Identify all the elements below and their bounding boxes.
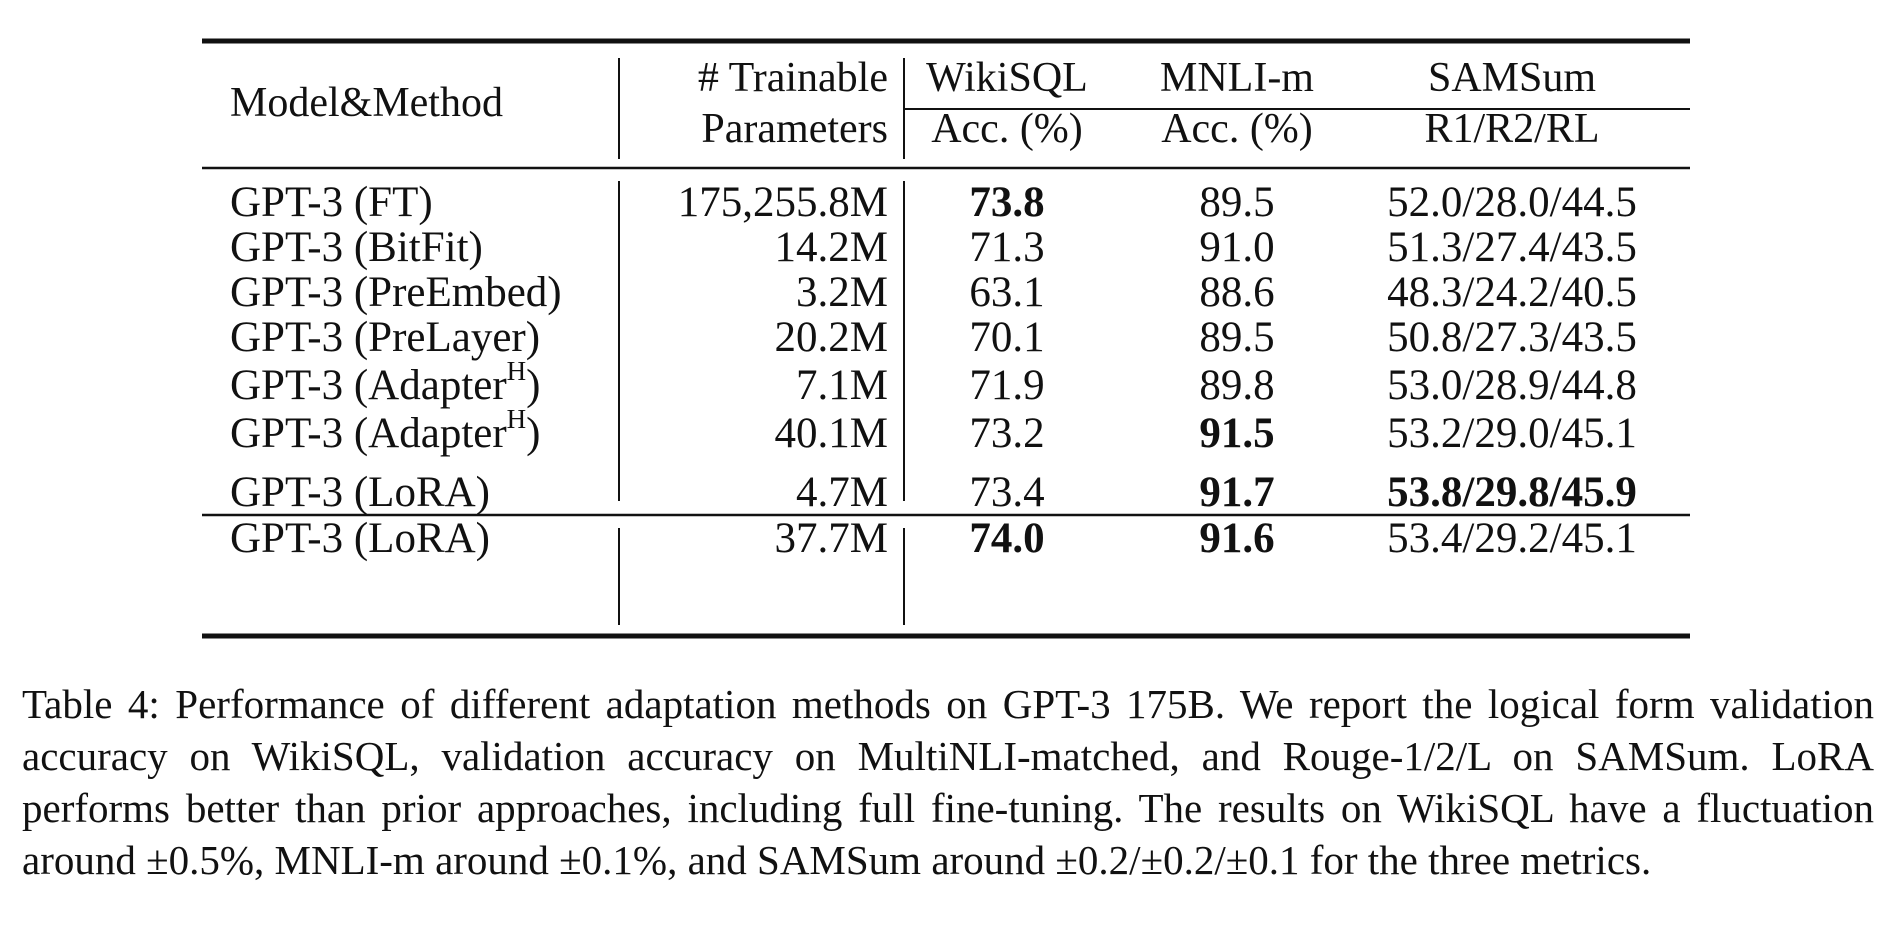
header-mnli-line2: Acc. (%) <box>1161 106 1313 152</box>
cell-params: 14.2M <box>774 224 888 271</box>
cell-model: GPT-3 (FT) <box>230 178 433 228</box>
cell-wikisql: 74.0 <box>969 515 1045 562</box>
results-table: Model&Method # Trainable Parameters Wiki… <box>202 38 1690 640</box>
cell-samsum: 53.8/29.8/45.9 <box>1387 469 1637 516</box>
model-name-tail: ) <box>526 362 541 409</box>
cell-wikisql: 71.9 <box>969 362 1045 409</box>
caption-text: Performance of different adaptation meth… <box>22 681 1875 883</box>
cell-samsum: 50.8/27.3/43.5 <box>1387 314 1637 361</box>
model-name-tail: ) <box>526 410 541 457</box>
cell-wikisql: 73.2 <box>969 410 1045 457</box>
table-rules <box>202 38 1690 639</box>
cell-wikisql: 63.1 <box>969 269 1045 316</box>
cell-wikisql: 71.3 <box>969 224 1045 271</box>
model-name: GPT-3 (LoRA) <box>230 515 490 562</box>
model-superscript: H <box>506 356 527 386</box>
cell-params: 20.2M <box>774 314 888 361</box>
cell-mnli: 88.6 <box>1199 269 1275 316</box>
cell-samsum: 51.3/27.4/43.5 <box>1387 224 1637 271</box>
cell-model: GPT-3 (BitFit) <box>230 223 483 273</box>
cell-mnli: 91.0 <box>1199 224 1275 271</box>
cell-params: 175,255.8M <box>677 179 888 226</box>
header-samsum-line2: R1/R2/RL <box>1424 106 1600 152</box>
cell-samsum: 48.3/24.2/40.5 <box>1387 269 1637 316</box>
cell-params: 3.2M <box>796 269 888 316</box>
table-caption: Table 4: Performance of different adapta… <box>22 678 1874 886</box>
caption-label: Table 4: <box>22 681 160 727</box>
cell-samsum: 53.4/29.2/45.1 <box>1387 515 1637 562</box>
cell-wikisql: 73.8 <box>969 179 1045 226</box>
header-params-line1: # Trainable <box>697 55 888 101</box>
cell-mnli: 89.8 <box>1199 362 1275 409</box>
cell-model: GPT-3 (LoRA) <box>230 514 490 564</box>
cell-mnli: 89.5 <box>1199 314 1275 361</box>
header-wikisql-line1: WikiSQL <box>926 55 1088 101</box>
model-name: GPT-3 (LoRA) <box>230 469 490 516</box>
cell-params: 40.1M <box>774 410 888 457</box>
cell-model: GPT-3 (PreEmbed) <box>230 268 562 318</box>
cell-params: 4.7M <box>796 469 888 516</box>
cell-params: 7.1M <box>796 362 888 409</box>
model-name: GPT-3 (PreLayer) <box>230 314 541 361</box>
cell-model: GPT-3 (AdapterH) <box>230 358 541 411</box>
header-samsum-line1: SAMSum <box>1427 55 1597 101</box>
model-name: GPT-3 (BitFit) <box>230 224 483 271</box>
model-name: GPT-3 (Adapter <box>230 410 507 457</box>
cell-mnli: 91.6 <box>1199 515 1275 562</box>
header-mnli-line1: MNLI-m <box>1160 55 1314 101</box>
header-wikisql-line2: Acc. (%) <box>931 106 1083 152</box>
cell-wikisql: 73.4 <box>969 469 1045 516</box>
cell-wikisql: 70.1 <box>969 314 1045 361</box>
model-superscript: H <box>506 404 527 434</box>
cell-samsum: 52.0/28.0/44.5 <box>1387 179 1637 226</box>
cell-mnli: 89.5 <box>1199 179 1275 226</box>
cell-mnli: 91.5 <box>1199 410 1275 457</box>
header-params-line2: Parameters <box>701 106 888 152</box>
cell-samsum: 53.0/28.9/44.8 <box>1387 362 1637 409</box>
cell-samsum: 53.2/29.0/45.1 <box>1387 410 1637 457</box>
cell-params: 37.7M <box>774 515 888 562</box>
cell-model: GPT-3 (PreLayer) <box>230 313 540 363</box>
cell-model: GPT-3 (LoRA) <box>230 468 490 518</box>
cell-mnli: 91.7 <box>1199 469 1275 516</box>
header-model: Model&Method <box>230 80 503 126</box>
model-name: GPT-3 (FT) <box>230 179 433 226</box>
cell-model: GPT-3 (AdapterH) <box>230 406 541 459</box>
model-name: GPT-3 (PreEmbed) <box>230 269 562 316</box>
model-name: GPT-3 (Adapter <box>230 362 507 409</box>
